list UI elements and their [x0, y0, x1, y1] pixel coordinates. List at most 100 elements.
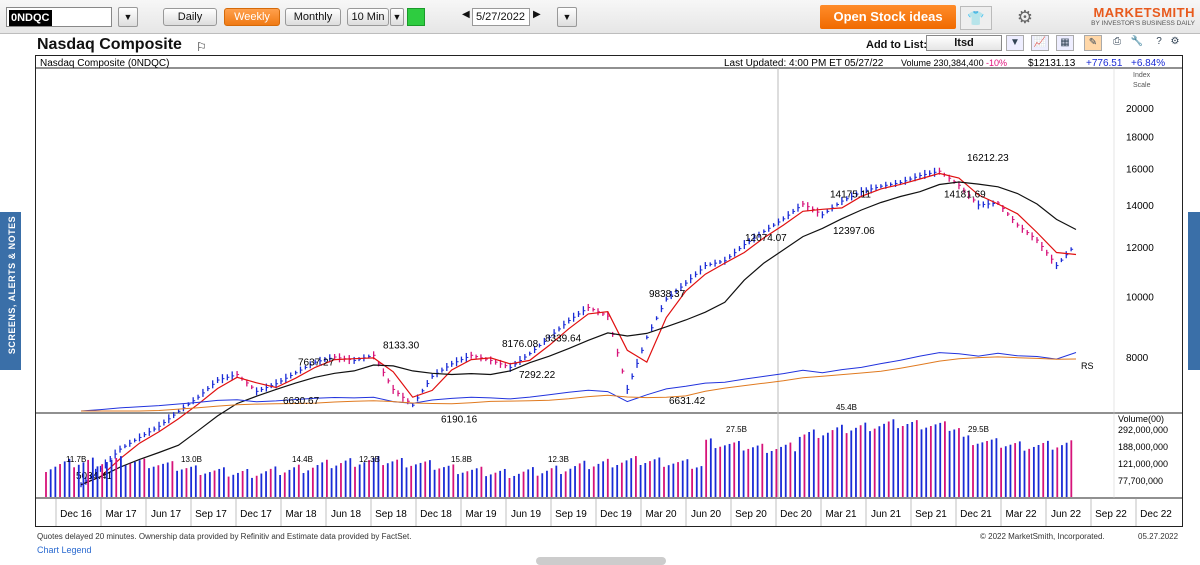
- shirt-icon[interactable]: 👕: [960, 6, 992, 30]
- chart-legend-link[interactable]: Chart Legend: [37, 545, 92, 555]
- daily-button[interactable]: Daily: [163, 8, 217, 26]
- settings-icon[interactable]: ⚙: [1170, 36, 1180, 47]
- index-scale-label: Scale: [1133, 82, 1151, 89]
- price-annotation: 8133.30: [383, 341, 420, 352]
- logo-text: MARKETSMITH: [1093, 5, 1195, 20]
- volume-annotation: 13.0B: [181, 455, 202, 464]
- price-change: +776.51: [1086, 58, 1123, 69]
- price-annotation: 16212.23: [967, 153, 1009, 164]
- x-tick-label: Dec 21: [960, 509, 992, 520]
- volume-annotation: 45.4B: [836, 403, 857, 412]
- logo-subtext: BY INVESTOR'S BUSINESS DAILY: [1091, 20, 1195, 27]
- x-tick-label: Mar 21: [825, 509, 857, 520]
- price-annotation: 8176.08: [502, 339, 539, 350]
- price-annotation: 14181.69: [944, 189, 986, 200]
- toolbar: 0NDQC ▼ Daily Weekly Monthly 10 Min ▼ ◀ …: [0, 0, 1200, 34]
- flag-icon[interactable]: ⚐: [196, 40, 207, 54]
- note-icon[interactable]: ✎: [1084, 35, 1102, 51]
- price-annotation: 6630.67: [283, 396, 320, 407]
- last-price: $12131.13: [1028, 58, 1076, 69]
- index-scale-label: Index: [1133, 72, 1151, 79]
- monthly-button[interactable]: Monthly: [285, 8, 341, 26]
- weekly-button[interactable]: Weekly: [224, 8, 280, 26]
- screens-alerts-notes-tab[interactable]: SCREENS, ALERTS & NOTES: [0, 212, 21, 370]
- y-tick-label: 14000: [1126, 201, 1154, 212]
- rs-label: RS: [1081, 361, 1094, 371]
- open-stock-ideas-button[interactable]: Open Stock ideas: [820, 5, 956, 29]
- copyright: © 2022 MarketSmith, Incorporated.: [980, 532, 1105, 541]
- volume-tick-label: 188,000,000: [1118, 442, 1168, 452]
- list-select[interactable]: ltsd: [926, 35, 1002, 51]
- gear-icon[interactable]: ⚙: [1016, 7, 1034, 27]
- tools-icon[interactable]: 🔧: [1130, 36, 1144, 47]
- price-annotation: 14175.11: [830, 190, 871, 201]
- volume-value: Volume 230,384,400: [901, 58, 984, 68]
- price-chart-svg[interactable]: Nasdaq Composite (0NDQC) Last Updated: 4:…: [36, 56, 1182, 526]
- chart-subtitle: Nasdaq Composite (0NDQC): [40, 58, 170, 69]
- x-tick-label: Jun 17: [151, 509, 181, 520]
- volume-title: Volume(00): [1118, 414, 1164, 424]
- price-annotation: 5034.41: [76, 471, 113, 482]
- footer-date: 05.27.2022: [1138, 532, 1179, 541]
- line-chart-icon[interactable]: 📈: [1031, 35, 1049, 51]
- price-annotation: 12397.06: [833, 226, 875, 237]
- list-dropdown-icon[interactable]: ▼: [1006, 35, 1024, 51]
- price-annotation: 9838.37: [649, 289, 686, 300]
- live-indicator-icon[interactable]: [407, 8, 425, 26]
- date-dropdown-button[interactable]: ▼: [557, 7, 577, 27]
- x-tick-label: Jun 20: [691, 509, 721, 520]
- sidetab-label: SCREENS, ALERTS & NOTES: [7, 215, 17, 355]
- volume-tick-label: 77,700,000: [1118, 476, 1163, 486]
- horizontal-scrollbar[interactable]: [536, 557, 666, 565]
- help-icon[interactable]: ?: [1156, 36, 1162, 47]
- price-change-pct: +6.84%: [1131, 58, 1165, 69]
- x-tick-label: Sep 19: [555, 509, 587, 520]
- ma-40-week-line: [80, 181, 1077, 486]
- x-tick-label: Jun 21: [871, 509, 901, 520]
- rs-line: [80, 352, 1077, 412]
- x-tick-label: Dec 18: [420, 509, 452, 520]
- price-annotation: 6631.42: [669, 396, 706, 407]
- print-icon[interactable]: ⎙: [1113, 36, 1121, 47]
- volume-annotation: 29.5B: [968, 425, 989, 434]
- y-tick-label: 18000: [1126, 133, 1154, 144]
- x-tick-label: Mar 18: [285, 509, 317, 520]
- y-tick-label: 20000: [1126, 104, 1154, 115]
- price-annotation: 7292.22: [519, 370, 556, 381]
- volume-annotation: 27.5B: [726, 425, 747, 434]
- next-date-icon[interactable]: ▶: [533, 9, 541, 20]
- x-tick-label: Dec 17: [240, 509, 272, 520]
- x-tick-label: Dec 19: [600, 509, 632, 520]
- interval-dropdown-button[interactable]: ▼: [390, 8, 404, 26]
- y-tick-label: 8000: [1126, 353, 1149, 364]
- x-tick-label: Jun 19: [511, 509, 541, 520]
- x-tick-label: Mar 17: [105, 509, 137, 520]
- ma-10-week-line: [80, 172, 1077, 486]
- x-tick-label: Mar 22: [1005, 509, 1037, 520]
- interval-select[interactable]: 10 Min: [347, 8, 389, 26]
- symbol-dropdown-button[interactable]: ▼: [118, 7, 138, 27]
- price-annotation: 12074.07: [745, 233, 787, 244]
- volume-annotation: 15.8B: [451, 455, 472, 464]
- right-panel-tab[interactable]: [1188, 212, 1200, 370]
- x-tick-label: Mar 19: [465, 509, 497, 520]
- date-input[interactable]: 5/27/2022: [472, 8, 530, 26]
- x-tick-label: Sep 20: [735, 509, 767, 520]
- add-to-list-label: Add to List:: [866, 39, 928, 51]
- table-icon[interactable]: ▦: [1056, 35, 1074, 51]
- volume-change: -10%: [986, 58, 1007, 68]
- y-tick-label: 16000: [1126, 165, 1154, 176]
- chart-panel: Nasdaq Composite (0NDQC) Last Updated: 4:…: [35, 55, 1183, 527]
- quotes-notice: Quotes delayed 20 minutes. Ownership dat…: [37, 532, 412, 541]
- volume-annotation: 12.3B: [548, 455, 569, 464]
- volume-tick-label: 292,000,000: [1118, 425, 1168, 435]
- page-title: Nasdaq Composite: [37, 36, 182, 53]
- prev-date-icon[interactable]: ◀: [462, 9, 470, 20]
- symbol-value: 0NDQC: [9, 10, 52, 26]
- x-tick-label: Sep 18: [375, 509, 407, 520]
- symbol-input[interactable]: 0NDQC: [6, 7, 112, 27]
- x-tick-label: Dec 20: [780, 509, 812, 520]
- volume-annotation: 11.7B: [66, 455, 86, 464]
- volume-annotation: 14.4B: [292, 455, 313, 464]
- volume-tick-label: 121,000,000: [1118, 459, 1168, 469]
